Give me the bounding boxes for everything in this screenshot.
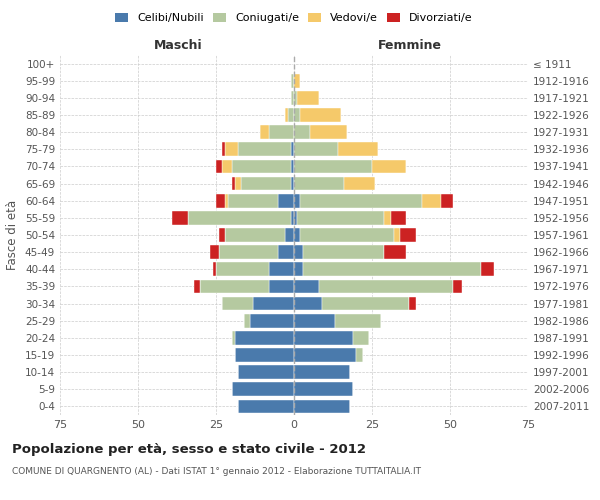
Bar bbox=[294, 280, 319, 293]
Bar bbox=[356, 348, 362, 362]
Bar bbox=[226, 194, 229, 207]
Bar bbox=[294, 314, 335, 328]
Bar bbox=[294, 382, 353, 396]
Bar bbox=[222, 296, 253, 310]
Bar bbox=[294, 246, 304, 259]
Bar bbox=[222, 142, 226, 156]
Text: Femmine: Femmine bbox=[377, 38, 442, 52]
Legend: Celibi/Nubili, Coniugati/e, Vedovi/e, Divorziati/e: Celibi/Nubili, Coniugati/e, Vedovi/e, Di… bbox=[111, 8, 477, 28]
Bar bbox=[226, 228, 284, 242]
Bar bbox=[453, 280, 463, 293]
Bar bbox=[294, 108, 300, 122]
Bar bbox=[260, 126, 269, 139]
Bar bbox=[294, 142, 338, 156]
Bar bbox=[300, 108, 341, 122]
Bar bbox=[188, 211, 291, 224]
Bar bbox=[213, 262, 216, 276]
Bar bbox=[291, 160, 294, 173]
Bar bbox=[244, 314, 250, 328]
Bar bbox=[172, 211, 188, 224]
Bar bbox=[235, 348, 294, 362]
Bar bbox=[300, 194, 422, 207]
Bar bbox=[216, 194, 226, 207]
Bar bbox=[297, 211, 385, 224]
Bar bbox=[238, 366, 294, 379]
Bar bbox=[338, 142, 378, 156]
Bar bbox=[294, 176, 344, 190]
Bar bbox=[291, 211, 294, 224]
Text: COMUNE DI QUARGNENTO (AL) - Dati ISTAT 1° gennaio 2012 - Elaborazione TUTTAITALI: COMUNE DI QUARGNENTO (AL) - Dati ISTAT 1… bbox=[12, 468, 421, 476]
Bar bbox=[235, 176, 241, 190]
Bar bbox=[216, 160, 222, 173]
Bar bbox=[219, 228, 226, 242]
Bar bbox=[385, 246, 406, 259]
Bar bbox=[288, 108, 294, 122]
Bar bbox=[226, 142, 238, 156]
Bar bbox=[322, 296, 409, 310]
Bar bbox=[222, 160, 232, 173]
Bar bbox=[250, 314, 294, 328]
Bar bbox=[238, 142, 291, 156]
Bar bbox=[400, 228, 416, 242]
Bar bbox=[284, 108, 288, 122]
Bar bbox=[385, 211, 391, 224]
Text: Popolazione per età, sesso e stato civile - 2012: Popolazione per età, sesso e stato civil… bbox=[12, 442, 366, 456]
Bar bbox=[294, 194, 300, 207]
Bar bbox=[219, 246, 278, 259]
Bar bbox=[319, 280, 453, 293]
Bar bbox=[253, 296, 294, 310]
Bar bbox=[284, 228, 294, 242]
Bar bbox=[232, 160, 291, 173]
Bar bbox=[294, 400, 350, 413]
Bar bbox=[232, 331, 235, 344]
Bar bbox=[335, 314, 382, 328]
Bar bbox=[310, 126, 347, 139]
Bar bbox=[229, 194, 278, 207]
Bar bbox=[294, 126, 310, 139]
Bar bbox=[232, 176, 235, 190]
Bar bbox=[422, 194, 440, 207]
Bar bbox=[278, 194, 294, 207]
Bar bbox=[372, 160, 406, 173]
Bar bbox=[235, 331, 294, 344]
Bar bbox=[291, 142, 294, 156]
Bar bbox=[232, 382, 294, 396]
Bar bbox=[210, 246, 219, 259]
Bar bbox=[294, 331, 353, 344]
Bar bbox=[294, 160, 372, 173]
Bar bbox=[294, 296, 322, 310]
Bar bbox=[294, 262, 304, 276]
Text: Maschi: Maschi bbox=[154, 38, 203, 52]
Bar bbox=[291, 91, 294, 104]
Bar bbox=[297, 91, 319, 104]
Bar bbox=[291, 74, 294, 88]
Bar bbox=[241, 176, 291, 190]
Bar bbox=[216, 262, 269, 276]
Bar bbox=[440, 194, 453, 207]
Bar bbox=[278, 246, 294, 259]
Bar bbox=[294, 211, 297, 224]
Bar bbox=[304, 262, 481, 276]
Bar bbox=[409, 296, 416, 310]
Bar bbox=[294, 366, 350, 379]
Bar bbox=[394, 228, 400, 242]
Bar bbox=[269, 280, 294, 293]
Y-axis label: Fasce di età: Fasce di età bbox=[7, 200, 19, 270]
Bar bbox=[391, 211, 406, 224]
Bar bbox=[269, 126, 294, 139]
Bar bbox=[238, 400, 294, 413]
Bar bbox=[269, 262, 294, 276]
Bar bbox=[294, 74, 300, 88]
Bar bbox=[300, 228, 394, 242]
Bar bbox=[294, 228, 300, 242]
Bar bbox=[291, 176, 294, 190]
Bar bbox=[294, 348, 356, 362]
Bar bbox=[353, 331, 369, 344]
Bar bbox=[200, 280, 269, 293]
Bar bbox=[344, 176, 375, 190]
Bar bbox=[194, 280, 200, 293]
Bar bbox=[481, 262, 494, 276]
Bar bbox=[304, 246, 385, 259]
Bar bbox=[294, 91, 297, 104]
